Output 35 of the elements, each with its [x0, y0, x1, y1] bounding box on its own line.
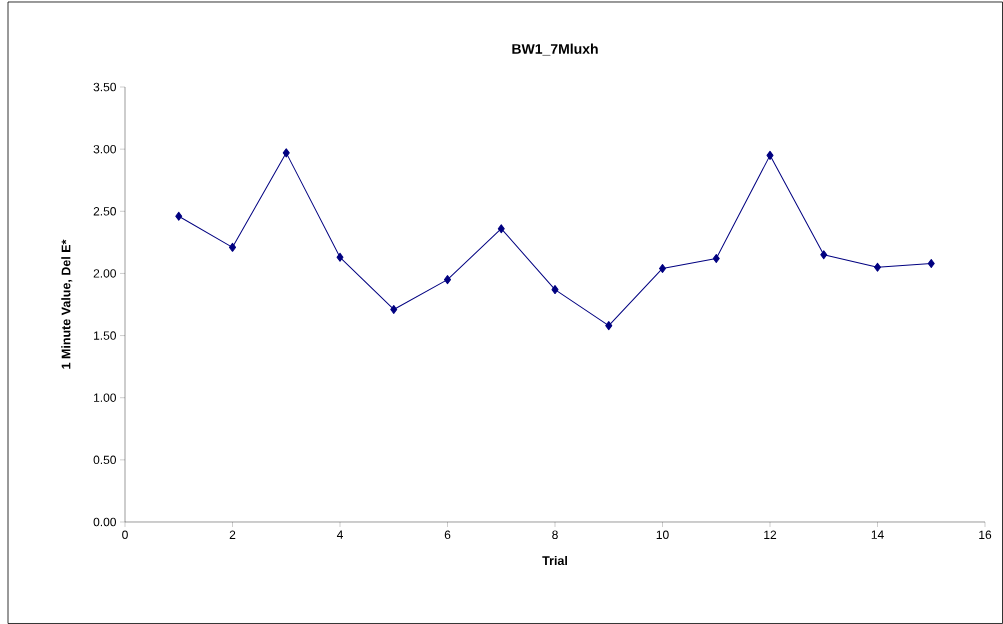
point [336, 252, 344, 262]
x-tick-label: 6 [444, 530, 451, 540]
x-tick-label: 10 [656, 530, 669, 540]
point [444, 275, 451, 285]
x-tick-label: 0 [122, 530, 128, 540]
y-axis-title: 1 Minute Value, Del E* [61, 239, 73, 369]
y-tick-label: 1.00 [94, 393, 117, 402]
point [712, 254, 720, 264]
y-tick-label: 3.50 [93, 82, 117, 92]
x-tick-label: 2 [229, 530, 236, 539]
point [551, 285, 559, 295]
point [766, 150, 774, 160]
x-tick-label: 4 [336, 530, 343, 539]
y-tick-label: 2.00 [93, 269, 117, 278]
x-tick-label: 14 [871, 530, 884, 539]
y-tick-label: 1.50 [94, 331, 117, 340]
point [282, 148, 290, 158]
x-tick-label: 12 [764, 530, 777, 539]
point [927, 258, 935, 268]
x-tick-label: 8 [552, 530, 558, 540]
point [497, 224, 505, 234]
y-tick-label: 0.00 [93, 517, 117, 527]
x-tick-label: 16 [979, 530, 992, 540]
point [605, 321, 613, 331]
y-tick-label: 2.50 [93, 207, 117, 216]
y-tick-label: 3.00 [93, 144, 117, 154]
point [659, 263, 667, 273]
point [874, 262, 882, 272]
point [175, 211, 183, 221]
chart-title: BW1_7Mluxh [512, 43, 598, 56]
x-axis-title: Trial [542, 555, 567, 566]
point [820, 250, 828, 260]
point [229, 242, 236, 252]
point [390, 304, 398, 314]
y-tick-label: 0.50 [93, 455, 117, 465]
